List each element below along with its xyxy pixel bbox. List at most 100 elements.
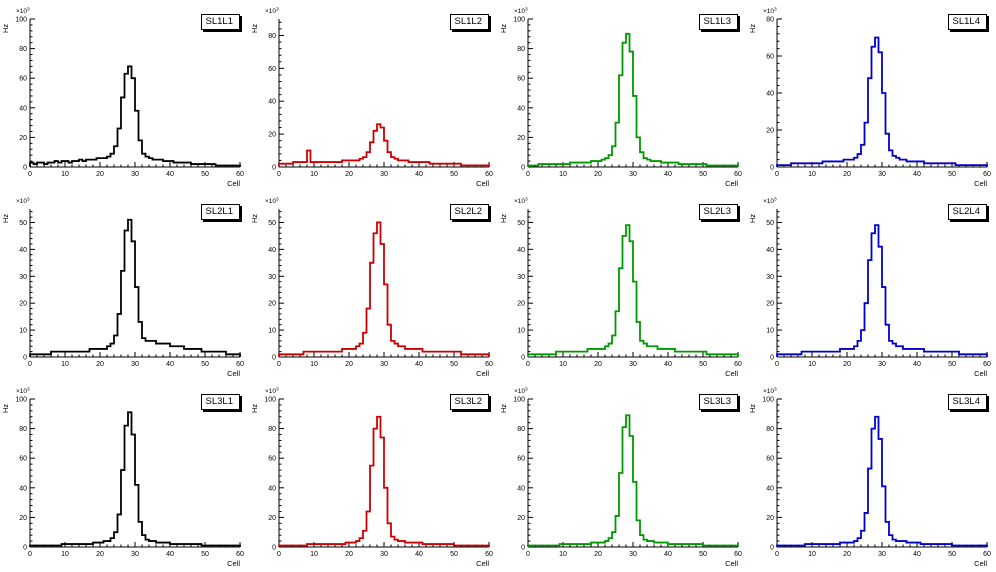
- y-tick-label: 40: [19, 247, 27, 254]
- x-tick-label: 10: [61, 551, 69, 558]
- y-tick-label: 40: [268, 485, 276, 492]
- x-tick-label: 0: [28, 171, 32, 178]
- y-tick-label: 0: [521, 355, 525, 362]
- y-tick-label: 20: [19, 301, 27, 308]
- panel-title-box: SL2L2: [449, 204, 489, 220]
- y-tick-label: 50: [517, 220, 525, 227]
- panel-title-box: SL3L4: [947, 394, 987, 410]
- x-tick-label: 50: [201, 361, 209, 368]
- x-tick-label: 20: [843, 171, 851, 178]
- histogram-plot-sl2l2: 0 10 20 30 40 50 60 0 10 20 30 40 50 Cell Hz ×103: [250, 197, 493, 379]
- panel-sl2l3: 0 10 20 30 40 50 60 0 10 20 30 40 50 Cell Hz ×103 SL2L3: [498, 192, 747, 382]
- panel-title-box: SL3L2: [449, 394, 489, 410]
- y-tick-label: 60: [268, 456, 276, 463]
- y-scale-label: ×103: [763, 7, 777, 16]
- y-axis-title: Hz: [748, 404, 757, 413]
- x-axis-title: Cell: [974, 369, 987, 378]
- y-scale-label: ×103: [265, 387, 279, 396]
- y-scale-label: ×103: [16, 197, 30, 206]
- y-axis-title: Hz: [250, 404, 259, 413]
- y-tick-label: 0: [521, 165, 525, 172]
- y-tick-label: 100: [513, 397, 525, 404]
- y-tick-label: 60: [517, 76, 525, 83]
- x-axis-title: Cell: [476, 369, 489, 378]
- panel-title-box: SL2L3: [698, 204, 738, 220]
- y-scale-label: ×103: [16, 387, 30, 396]
- x-tick-label: 50: [948, 551, 956, 558]
- y-tick-label: 40: [517, 105, 525, 112]
- y-tick-label: 20: [19, 515, 27, 522]
- y-tick-label: 60: [517, 456, 525, 463]
- x-tick-label: 10: [808, 171, 816, 178]
- y-tick-label: 80: [766, 426, 774, 433]
- x-tick-label: 30: [629, 171, 637, 178]
- histogram-plot-sl1l3: 0 10 20 30 40 50 60 0 20 40 60 80 100 Cell Hz ×103: [499, 7, 742, 189]
- x-tick-label: 0: [775, 361, 779, 368]
- y-tick-label: 40: [19, 105, 27, 112]
- panel-title-box: SL2L1: [200, 204, 240, 220]
- y-tick-label: 40: [517, 485, 525, 492]
- y-tick-label: 20: [517, 301, 525, 308]
- y-tick-label: 80: [19, 426, 27, 433]
- x-tick-label: 30: [629, 361, 637, 368]
- x-tick-label: 0: [277, 361, 281, 368]
- x-tick-label: 60: [236, 361, 244, 368]
- panel-title: SL3L2: [454, 396, 482, 407]
- y-tick-label: 40: [268, 247, 276, 254]
- x-tick-label: 40: [415, 551, 423, 558]
- histogram-line: [776, 36, 988, 167]
- y-axis-title: Hz: [748, 214, 757, 223]
- x-tick-label: 50: [201, 551, 209, 558]
- histogram-plot-sl3l3: 0 10 20 30 40 50 60 0 20 40 60 80 100 Cell Hz ×103: [499, 387, 742, 569]
- x-tick-label: 30: [878, 171, 886, 178]
- x-tick-label: 20: [345, 551, 353, 558]
- x-tick-label: 40: [913, 361, 921, 368]
- panel-title: SL1L1: [205, 16, 233, 27]
- y-axis-title: Hz: [748, 24, 757, 33]
- x-tick-label: 40: [415, 361, 423, 368]
- x-tick-label: 60: [485, 551, 493, 558]
- y-tick-label: 50: [766, 220, 774, 227]
- y-tick-label: 80: [268, 33, 276, 40]
- x-tick-label: 40: [913, 551, 921, 558]
- x-tick-label: 30: [878, 361, 886, 368]
- panel-title: SL1L4: [952, 16, 980, 27]
- x-axis-title: Cell: [974, 179, 987, 188]
- x-tick-label: 0: [277, 551, 281, 558]
- y-tick-label: 0: [521, 545, 525, 552]
- y-tick-label: 20: [766, 515, 774, 522]
- y-tick-label: 40: [766, 485, 774, 492]
- x-tick-label: 60: [485, 171, 493, 178]
- panel-title: SL2L1: [205, 206, 233, 217]
- y-scale-label: ×103: [514, 387, 528, 396]
- panel-sl3l4: 0 10 20 30 40 50 60 0 20 40 60 80 100 Cell Hz ×103 SL3L…: [747, 382, 996, 572]
- panel-title: SL2L2: [454, 206, 482, 217]
- histogram-line: [29, 218, 241, 357]
- panel-title: SL3L1: [205, 396, 233, 407]
- x-axis-title: Cell: [227, 369, 240, 378]
- x-axis-title: Cell: [974, 559, 987, 568]
- x-tick-label: 10: [559, 551, 567, 558]
- y-tick-label: 0: [272, 355, 276, 362]
- histogram-plot-sl2l4: 0 10 20 30 40 50 60 0 10 20 30 40 50 Cell Hz ×103: [748, 197, 991, 379]
- x-tick-label: 50: [450, 551, 458, 558]
- panel-title-box: SL1L1: [200, 14, 240, 30]
- x-axis-title: Cell: [476, 179, 489, 188]
- y-scale-label: ×103: [16, 7, 30, 16]
- panel-title: SL3L3: [703, 396, 731, 407]
- y-tick-label: 40: [766, 247, 774, 254]
- panel-sl2l2: 0 10 20 30 40 50 60 0 10 20 30 40 50 Cell Hz ×103 SL2L2: [249, 192, 498, 382]
- panel-title-box: SL1L4: [947, 14, 987, 30]
- y-tick-label: 80: [19, 46, 27, 53]
- y-tick-label: 30: [766, 274, 774, 281]
- x-tick-label: 20: [96, 361, 104, 368]
- histogram-line: [527, 414, 739, 547]
- y-tick-label: 30: [268, 274, 276, 281]
- histogram-plot-sl3l2: 0 10 20 30 40 50 60 0 20 40 60 80 100 Cell Hz ×103: [250, 387, 493, 569]
- y-tick-label: 30: [19, 274, 27, 281]
- y-axis-title: Hz: [1, 404, 10, 413]
- y-axis-title: Hz: [250, 214, 259, 223]
- x-axis-title: Cell: [725, 179, 738, 188]
- x-tick-label: 0: [28, 361, 32, 368]
